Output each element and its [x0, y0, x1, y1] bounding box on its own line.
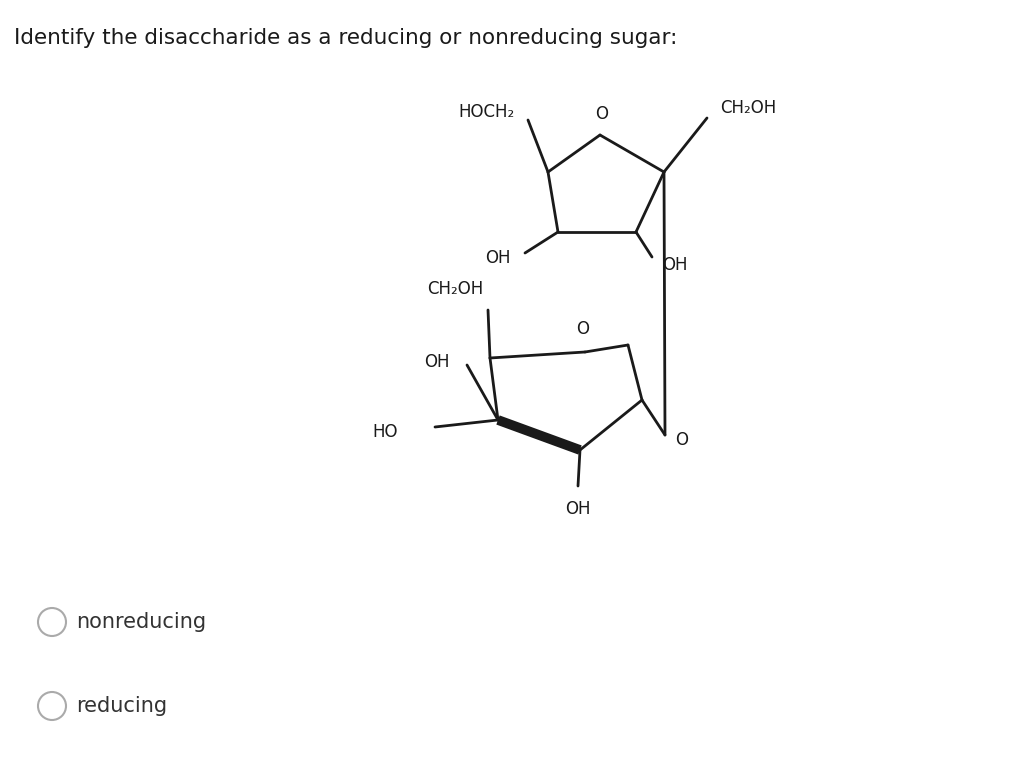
Text: OH: OH: [662, 256, 688, 274]
Text: O: O: [596, 105, 608, 123]
Text: HO: HO: [372, 423, 398, 441]
Text: Identify the disaccharide as a reducing or nonreducing sugar:: Identify the disaccharide as a reducing …: [14, 28, 678, 48]
Text: OH: OH: [485, 249, 511, 267]
Text: CH₂OH: CH₂OH: [427, 280, 483, 298]
Text: O: O: [576, 320, 590, 338]
Text: reducing: reducing: [76, 696, 168, 716]
Text: OH: OH: [424, 353, 450, 371]
Text: O: O: [675, 431, 688, 449]
Text: OH: OH: [565, 500, 591, 518]
Text: nonreducing: nonreducing: [76, 612, 206, 632]
Text: HOCH₂: HOCH₂: [459, 103, 515, 121]
Text: CH₂OH: CH₂OH: [721, 99, 777, 117]
